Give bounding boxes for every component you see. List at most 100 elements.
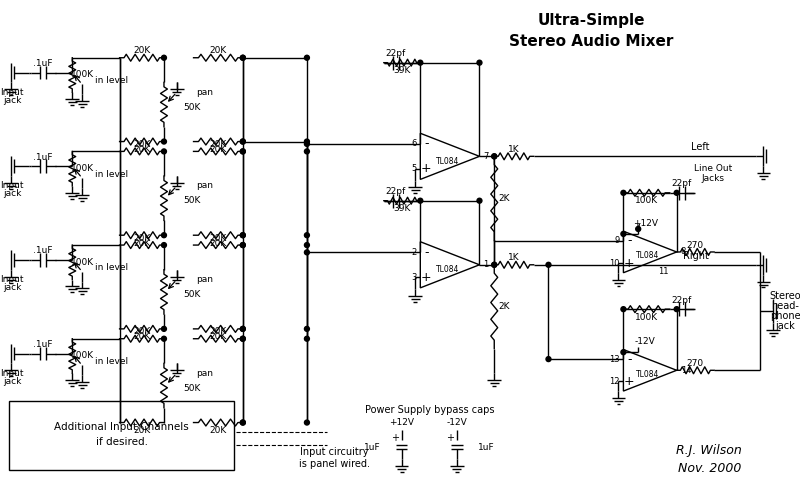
Text: 8: 8 xyxy=(681,248,686,256)
Circle shape xyxy=(240,232,246,237)
Text: 50K: 50K xyxy=(184,290,201,299)
Text: 100K: 100K xyxy=(635,196,658,205)
Text: 20K: 20K xyxy=(210,238,227,248)
Circle shape xyxy=(162,420,166,425)
Text: TL084: TL084 xyxy=(436,265,460,274)
Text: head-: head- xyxy=(771,301,799,311)
Circle shape xyxy=(492,154,497,159)
Text: pan: pan xyxy=(197,275,214,284)
Circle shape xyxy=(305,326,310,332)
Circle shape xyxy=(636,226,641,232)
Text: 13: 13 xyxy=(609,354,619,364)
Text: 100K: 100K xyxy=(635,312,658,322)
Text: in level: in level xyxy=(95,263,128,272)
Text: 22pf: 22pf xyxy=(671,296,692,305)
Text: 100K: 100K xyxy=(70,258,94,267)
Text: Input: Input xyxy=(0,275,24,284)
Text: jack: jack xyxy=(3,190,22,198)
Text: jack: jack xyxy=(3,96,22,104)
Circle shape xyxy=(305,420,310,425)
Text: Stereo: Stereo xyxy=(770,292,800,302)
Text: 20K: 20K xyxy=(133,238,150,248)
Circle shape xyxy=(240,336,246,341)
Text: .1uF: .1uF xyxy=(33,59,53,68)
Text: TL084: TL084 xyxy=(636,370,660,378)
Circle shape xyxy=(305,139,310,144)
Text: 100K: 100K xyxy=(70,352,94,360)
Text: 39K: 39K xyxy=(394,204,410,213)
Text: +: + xyxy=(624,256,634,270)
Circle shape xyxy=(240,420,246,425)
Circle shape xyxy=(162,56,166,60)
Text: 2K: 2K xyxy=(498,194,510,202)
Text: in level: in level xyxy=(95,357,128,366)
Text: 20K: 20K xyxy=(133,328,150,336)
Text: +12V: +12V xyxy=(633,218,658,228)
Circle shape xyxy=(240,56,246,60)
Text: 50K: 50K xyxy=(184,384,201,392)
Text: 3: 3 xyxy=(411,272,416,281)
FancyBboxPatch shape xyxy=(9,401,234,470)
Text: .1uF: .1uF xyxy=(33,153,53,162)
Circle shape xyxy=(477,60,482,65)
Text: 22pf: 22pf xyxy=(386,50,406,58)
Circle shape xyxy=(674,306,679,312)
Circle shape xyxy=(492,262,497,268)
Text: 20K: 20K xyxy=(210,140,227,149)
Text: 100K: 100K xyxy=(70,164,94,173)
Text: R.J. Wilson
Nov. 2000: R.J. Wilson Nov. 2000 xyxy=(676,444,742,474)
Text: Input circuitry: Input circuitry xyxy=(300,447,369,457)
Text: 4: 4 xyxy=(635,224,641,234)
Circle shape xyxy=(305,250,310,255)
Circle shape xyxy=(162,326,166,332)
Text: 1K: 1K xyxy=(508,145,520,154)
Text: -: - xyxy=(627,352,631,366)
Circle shape xyxy=(240,232,246,237)
Text: -: - xyxy=(424,246,429,259)
Circle shape xyxy=(162,336,166,341)
Text: 12: 12 xyxy=(609,377,619,386)
Circle shape xyxy=(621,232,626,236)
Text: 20K: 20K xyxy=(133,46,150,56)
Circle shape xyxy=(621,306,626,312)
Text: Input: Input xyxy=(0,368,24,378)
Text: 1: 1 xyxy=(483,260,489,270)
Text: 20K: 20K xyxy=(133,332,150,342)
Text: 11: 11 xyxy=(658,267,669,276)
Circle shape xyxy=(240,56,246,60)
Text: if desired.: if desired. xyxy=(95,438,147,448)
Text: .1uF: .1uF xyxy=(33,246,53,256)
Circle shape xyxy=(240,149,246,154)
Circle shape xyxy=(477,198,482,203)
Circle shape xyxy=(240,139,246,144)
Circle shape xyxy=(305,56,310,60)
Text: jack: jack xyxy=(3,283,22,292)
Text: 50K: 50K xyxy=(184,102,201,112)
Text: +: + xyxy=(421,162,431,175)
Circle shape xyxy=(162,149,166,154)
Circle shape xyxy=(546,262,551,268)
Text: +: + xyxy=(390,434,398,444)
Text: 22pf: 22pf xyxy=(671,180,692,188)
Text: 2: 2 xyxy=(411,248,416,257)
Circle shape xyxy=(162,242,166,248)
Text: 1uF: 1uF xyxy=(364,442,381,452)
Text: +12V: +12V xyxy=(389,418,414,427)
Text: 2K: 2K xyxy=(498,302,510,311)
Text: TL084: TL084 xyxy=(436,157,460,166)
Text: Input: Input xyxy=(0,182,24,190)
Circle shape xyxy=(162,139,166,144)
Circle shape xyxy=(621,190,626,196)
Text: -: - xyxy=(627,234,631,248)
Text: +: + xyxy=(624,375,634,388)
Text: Additional Input Channels: Additional Input Channels xyxy=(54,422,189,432)
Text: Left: Left xyxy=(690,142,709,152)
Circle shape xyxy=(418,60,422,65)
Text: is panel wired.: is panel wired. xyxy=(299,459,370,469)
Text: 7: 7 xyxy=(483,152,489,161)
Text: -: - xyxy=(424,138,429,150)
Text: phone: phone xyxy=(770,311,800,321)
Circle shape xyxy=(418,198,422,203)
Text: 270: 270 xyxy=(687,359,704,368)
Circle shape xyxy=(305,142,310,146)
